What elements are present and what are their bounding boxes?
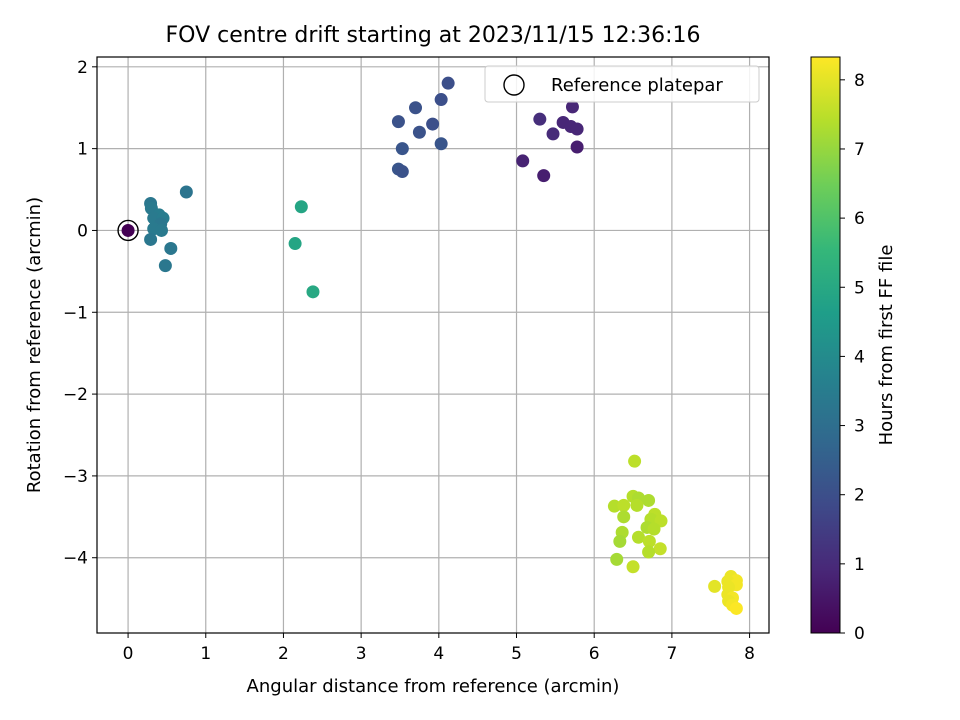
colorbar: 0 1 2 3 4 5 6 7 8 Hours from first FF file	[810, 56, 897, 644]
reference-platepar-marker	[117, 219, 139, 242]
data-point	[395, 142, 409, 156]
colorbar-gradient	[811, 57, 840, 633]
chart-title: FOV centre drift starting at 2023/11/15 …	[166, 23, 701, 48]
data-points	[144, 76, 743, 615]
data-point	[154, 223, 168, 237]
data-point	[607, 499, 621, 513]
legend-reference-marker	[503, 74, 525, 96]
colorbar-tick-label: 8	[854, 71, 865, 91]
data-point	[306, 285, 320, 299]
colorbar-tick-label: 3	[854, 417, 865, 437]
reference-platepar-marker-layer	[117, 219, 139, 242]
colorbar-tick-label: 1	[854, 555, 865, 575]
x-tick-label: 8	[744, 644, 755, 664]
y-tick-label: 1	[77, 140, 88, 160]
data-point	[708, 579, 722, 593]
y-tick-label: 0	[77, 221, 88, 241]
x-axis-label: Angular distance from reference (arcmin)	[247, 676, 620, 697]
data-point	[628, 454, 642, 468]
data-point	[626, 560, 640, 574]
data-point	[179, 185, 193, 199]
data-point	[164, 241, 178, 255]
y-tick-label: −4	[63, 549, 88, 569]
data-point	[144, 232, 158, 246]
y-tick-label: −3	[63, 467, 88, 487]
data-point	[613, 534, 627, 548]
data-point	[642, 534, 656, 548]
data-point	[610, 552, 624, 566]
data-point	[294, 200, 308, 214]
x-tick-label: 0	[123, 644, 134, 664]
data-point	[426, 117, 440, 131]
data-point	[158, 259, 172, 273]
x-tick-label: 6	[589, 644, 600, 664]
data-point	[288, 237, 302, 251]
y-axis-ticks: 2 1 0 −1 −2 −3 −4	[63, 58, 97, 569]
data-point	[546, 127, 560, 141]
data-point	[642, 545, 656, 559]
legend: Reference platepar	[484, 65, 760, 103]
y-tick-label: −1	[63, 303, 88, 323]
data-point	[642, 493, 656, 507]
data-point	[631, 530, 645, 544]
x-tick-label: 4	[433, 644, 444, 664]
legend-box	[484, 65, 760, 103]
data-point	[516, 154, 530, 168]
data-point	[434, 137, 448, 151]
data-point	[537, 169, 551, 183]
colorbar-tick-label: 5	[854, 278, 865, 298]
data-point	[630, 498, 644, 512]
data-point	[441, 76, 455, 90]
data-point	[395, 165, 409, 179]
x-tick-label: 3	[356, 644, 367, 664]
data-point	[434, 93, 448, 107]
x-tick-label: 2	[278, 644, 289, 664]
data-point	[565, 100, 579, 114]
colorbar-tick-label: 7	[854, 140, 865, 160]
x-tick-label: 7	[666, 644, 677, 664]
colorbar-tick-label: 4	[854, 347, 865, 367]
legend-reference-label: Reference platepar	[551, 75, 723, 96]
data-point	[617, 498, 631, 512]
data-point	[412, 125, 426, 139]
data-point	[653, 542, 667, 556]
x-tick-label: 5	[511, 644, 522, 664]
data-point	[570, 140, 584, 154]
data-point	[647, 522, 661, 536]
data-point	[409, 101, 423, 115]
x-axis-ticks: 0 1 2 3 4 5 6 7 8	[123, 633, 755, 664]
y-axis-label: Rotation from reference (arcmin)	[24, 197, 45, 493]
colorbar-tick-label: 0	[854, 624, 865, 644]
data-point	[729, 601, 743, 615]
reference-data-point	[121, 223, 135, 237]
data-point	[570, 122, 584, 136]
y-tick-label: 2	[77, 58, 88, 78]
colorbar-tick-label: 2	[854, 486, 865, 506]
x-tick-label: 1	[200, 644, 211, 664]
colorbar-ticks: 0 1 2 3 4 5 6 7 8	[840, 71, 865, 644]
colorbar-tick-label: 6	[854, 209, 865, 229]
y-tick-label: −2	[63, 385, 88, 405]
data-point	[617, 510, 631, 524]
colorbar-frame	[810, 56, 841, 634]
data-point	[533, 112, 547, 126]
plot-frame	[96, 56, 770, 634]
grid-lines	[97, 57, 769, 633]
colorbar-label: Hours from first FF file	[876, 245, 897, 446]
data-point	[391, 115, 405, 129]
